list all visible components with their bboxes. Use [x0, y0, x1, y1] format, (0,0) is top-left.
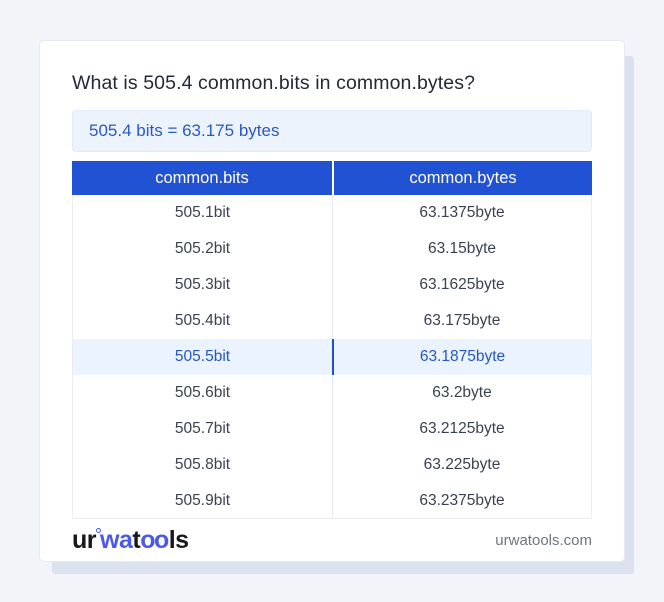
site-domain: urwatools.com — [495, 531, 592, 549]
table-row[interactable]: 505.4bit 63.175byte — [72, 303, 592, 339]
conversion-result: 505.4 bits = 63.175 bytes — [72, 110, 592, 152]
table-row[interactable]: 505.6bit 63.2byte — [72, 375, 592, 411]
logo-text-blue: wa — [100, 525, 133, 554]
table-header-row: common.bits common.bytes — [72, 161, 592, 195]
table-header-bytes: common.bytes — [332, 161, 592, 195]
logo-text-dark: ls — [168, 525, 189, 554]
logo-text-dark: t — [132, 525, 141, 554]
bits-cell: 505.4bit — [72, 303, 332, 339]
bytes-cell: 63.1875byte — [332, 339, 592, 375]
table-header-bits: common.bits — [72, 161, 332, 195]
logo-oo-glyph: oo — [140, 525, 169, 554]
table-row[interactable]: 505.1bit 63.1375byte — [72, 195, 592, 231]
bits-cell: 505.6bit — [72, 375, 332, 411]
bytes-cell: 63.2125byte — [332, 411, 592, 447]
bytes-cell: 63.15byte — [332, 231, 592, 267]
table-row[interactable]: 505.2bit 63.15byte — [72, 231, 592, 267]
table-row[interactable]: 505.7bit 63.2125byte — [72, 411, 592, 447]
converter-card: What is 505.4 common.bits in common.byte… — [39, 40, 625, 562]
bytes-cell: 63.2byte — [332, 375, 592, 411]
bytes-cell: 63.175byte — [332, 303, 592, 339]
table-row[interactable]: 505.8bit 63.225byte — [72, 447, 592, 483]
card-footer: ur watools urwatools.com — [72, 520, 592, 560]
bytes-cell: 63.1625byte — [332, 267, 592, 303]
bits-cell: 505.9bit — [72, 483, 332, 519]
table-row[interactable]: 505.3bit 63.1625byte — [72, 267, 592, 303]
page-title: What is 505.4 common.bits in common.byte… — [72, 72, 476, 94]
table-row[interactable]: 505.9bit 63.2375byte — [72, 483, 592, 519]
bytes-cell: 63.2375byte — [332, 483, 592, 519]
bytes-cell: 63.1375byte — [332, 195, 592, 231]
brand-logo[interactable]: ur watools — [72, 525, 189, 554]
bits-cell: 505.2bit — [72, 231, 332, 267]
logo-text-dark: ur — [72, 525, 97, 554]
bits-cell: 505.7bit — [72, 411, 332, 447]
bytes-cell: 63.225byte — [332, 447, 592, 483]
bits-cell: 505.5bit — [72, 339, 332, 375]
table-row-highlighted[interactable]: 505.5bit 63.1875byte — [72, 339, 592, 375]
bits-cell: 505.8bit — [72, 447, 332, 483]
conversion-table: common.bits common.bytes 505.1bit 63.137… — [72, 161, 592, 519]
bits-cell: 505.3bit — [72, 267, 332, 303]
bits-cell: 505.1bit — [72, 195, 332, 231]
logo-ring-icon — [96, 527, 101, 533]
